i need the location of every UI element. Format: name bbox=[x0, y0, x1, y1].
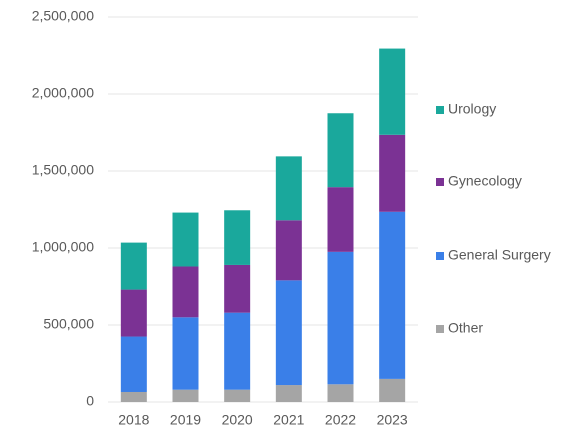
y-tick-label: 0 bbox=[86, 393, 94, 409]
bar-segment bbox=[172, 212, 199, 267]
legend-swatch bbox=[436, 325, 444, 333]
bar-segment bbox=[224, 312, 251, 390]
bar-segment bbox=[327, 187, 354, 252]
bar-segment bbox=[120, 391, 147, 402]
bar-segment bbox=[379, 134, 406, 212]
bar-segment bbox=[120, 336, 147, 392]
bar-segment bbox=[275, 385, 302, 402]
legend-label: Other bbox=[448, 320, 483, 336]
bar-segment bbox=[224, 210, 251, 265]
legend-swatch bbox=[436, 252, 444, 260]
x-tick-label: 2022 bbox=[325, 412, 356, 428]
bar-segment bbox=[379, 378, 406, 402]
bar-segment bbox=[275, 280, 302, 386]
x-tick-label: 2021 bbox=[273, 412, 304, 428]
bar-segment bbox=[172, 266, 199, 318]
legend-label: Urology bbox=[448, 101, 496, 117]
x-tick-label: 2020 bbox=[222, 412, 253, 428]
legend-swatch bbox=[436, 178, 444, 186]
x-tick-label: 2019 bbox=[170, 412, 201, 428]
bar-segment bbox=[172, 389, 199, 402]
x-tick-label: 2023 bbox=[377, 412, 408, 428]
bar-segment bbox=[379, 211, 406, 379]
y-tick-label: 2,500,000 bbox=[32, 8, 94, 24]
y-tick-label: 2,000,000 bbox=[32, 85, 94, 101]
y-tick-label: 500,000 bbox=[43, 316, 94, 332]
legend-label: Gynecology bbox=[448, 173, 522, 189]
y-tick-label: 1,500,000 bbox=[32, 162, 94, 178]
bar-segment bbox=[120, 242, 147, 290]
x-tick-label: 2018 bbox=[118, 412, 149, 428]
bar-segment bbox=[327, 384, 354, 402]
legend-label: General Surgery bbox=[448, 247, 551, 263]
legend-swatch bbox=[436, 106, 444, 114]
bar-segment bbox=[224, 264, 251, 313]
bar-segment bbox=[327, 113, 354, 188]
y-tick-label: 1,000,000 bbox=[32, 239, 94, 255]
bar-segment bbox=[379, 48, 406, 135]
bar-segment bbox=[224, 389, 251, 402]
bar-segment bbox=[172, 317, 199, 390]
bar-segment bbox=[275, 156, 302, 221]
bar-segment bbox=[275, 220, 302, 281]
bar-segment bbox=[327, 251, 354, 385]
bar-segment bbox=[120, 289, 147, 337]
